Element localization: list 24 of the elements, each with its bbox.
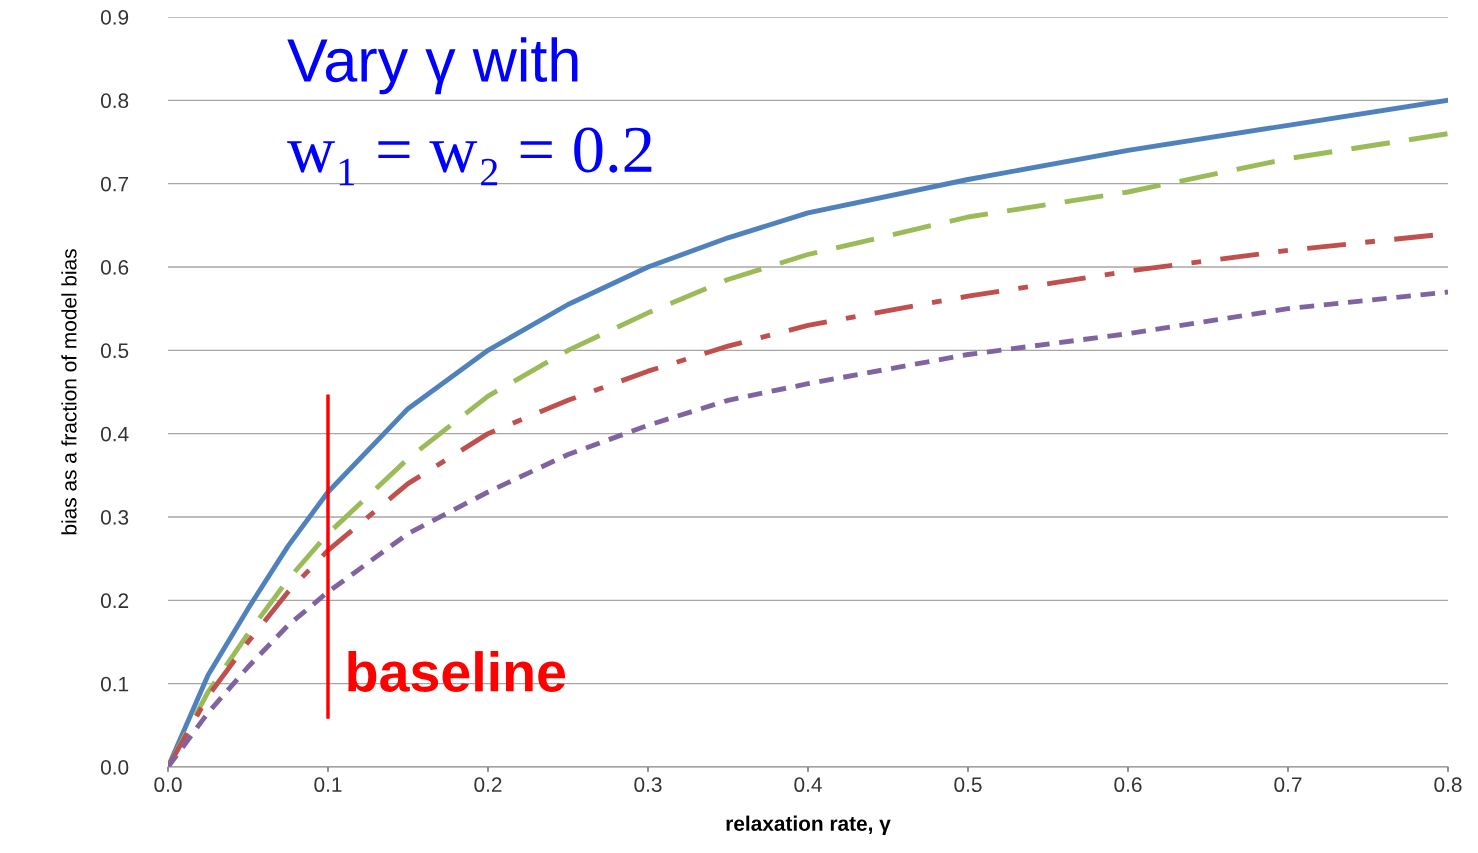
y-tick-label: 0.4 — [100, 426, 129, 442]
y-tick-label: 0.9 — [100, 10, 129, 25]
x-tick-label: 0.5 — [954, 777, 982, 793]
y-tick-label: 0.8 — [100, 93, 129, 109]
x-tick-label: 0.0 — [154, 777, 182, 793]
y-tick-label: 0.6 — [100, 260, 129, 275]
x-tick-label: 0.8 — [1434, 777, 1462, 793]
y-tick-label: 0.1 — [100, 676, 129, 692]
x-tick-label: 0.1 — [314, 777, 342, 793]
y-tick-label: 0.0 — [100, 760, 129, 775]
annotation: Vary γ with — [287, 37, 578, 95]
x-tick-label: 0.3 — [634, 777, 662, 793]
x-tick-label: 0.4 — [794, 777, 822, 793]
x-tick-label: 0.6 — [1114, 777, 1142, 793]
annotation: w₁ = w₂ = 0.2 — [287, 127, 652, 186]
x-tick-label: 0.7 — [1274, 777, 1302, 793]
y-axis-title: bias as a fraction of model bias — [61, 249, 77, 535]
x-axis-title: relaxation rate, γ — [726, 815, 891, 835]
y-tick-label: 0.5 — [100, 343, 129, 359]
x-tick-label: 0.2 — [474, 777, 502, 793]
annotation: baseline — [348, 651, 566, 692]
y-tick-label: 0.3 — [100, 510, 129, 525]
y-tick-label: 0.2 — [100, 593, 129, 609]
y-tick-label: 0.7 — [100, 176, 129, 192]
